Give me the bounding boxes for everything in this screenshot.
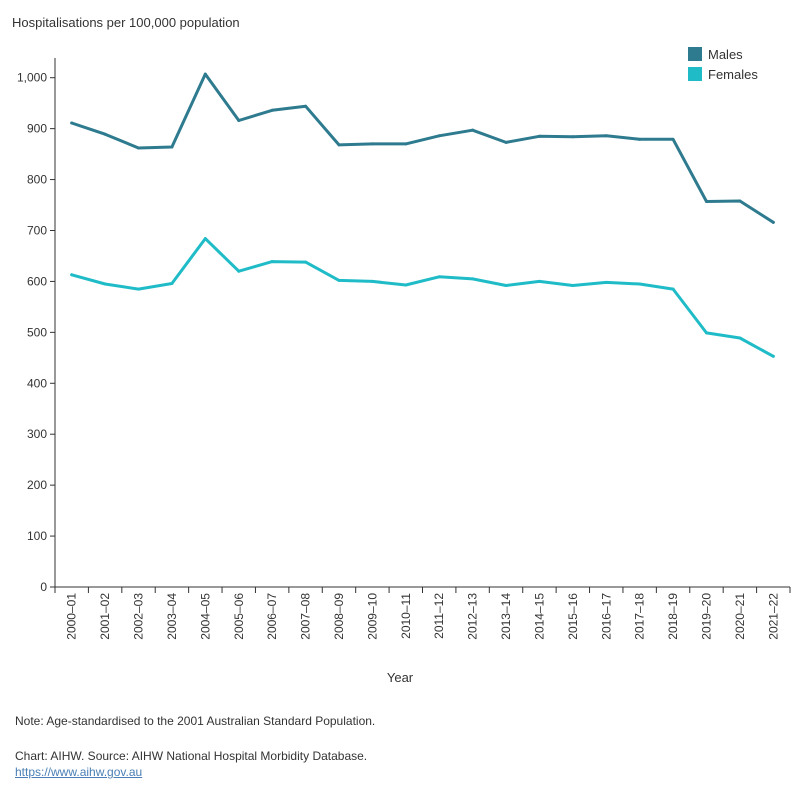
x-tick-label: 2006–07 <box>265 593 279 640</box>
data-point-females[interactable] <box>270 260 274 264</box>
data-point-males[interactable] <box>203 72 207 76</box>
data-point-males[interactable] <box>70 121 74 125</box>
data-point-males[interactable] <box>771 220 775 224</box>
legend-item-females[interactable]: Females <box>688 64 758 84</box>
data-point-females[interactable] <box>70 273 74 277</box>
y-tick-label: 1,000 <box>17 71 47 85</box>
x-tick-label: 2012–13 <box>466 593 480 640</box>
x-tick-label: 2019–20 <box>699 593 713 640</box>
y-axis-title: Hospitalisations per 100,000 population <box>12 15 240 30</box>
data-point-females[interactable] <box>337 278 341 282</box>
x-tick-label: 2015–16 <box>566 593 580 640</box>
y-tick-label: 400 <box>27 376 47 390</box>
legend-item-males[interactable]: Males <box>688 44 758 64</box>
data-point-females[interactable] <box>537 279 541 283</box>
x-tick-label: 2002–03 <box>132 593 146 640</box>
y-tick-label: 500 <box>27 325 47 339</box>
data-point-females[interactable] <box>671 287 675 291</box>
x-tick-label: 2001–02 <box>98 593 112 640</box>
data-point-females[interactable] <box>437 275 441 279</box>
data-point-females[interactable] <box>504 283 508 287</box>
x-tick-label: 2020–21 <box>733 593 747 640</box>
data-point-females[interactable] <box>571 283 575 287</box>
source-credit: Chart: AIHW. Source: AIHW National Hospi… <box>15 749 368 763</box>
data-point-females[interactable] <box>638 282 642 286</box>
data-point-males[interactable] <box>170 145 174 149</box>
data-point-females[interactable] <box>304 260 308 264</box>
data-point-females[interactable] <box>103 282 107 286</box>
data-point-males[interactable] <box>471 128 475 132</box>
data-point-females[interactable] <box>704 331 708 335</box>
footnote: Note: Age-standardised to the 2001 Austr… <box>15 714 376 728</box>
y-tick-label: 200 <box>27 478 47 492</box>
y-tick-label: 800 <box>27 173 47 187</box>
legend: Males Females <box>688 44 758 84</box>
x-tick-label: 2003–04 <box>165 593 179 640</box>
x-axis-title: Year <box>387 670 414 685</box>
data-point-females[interactable] <box>370 279 374 283</box>
x-tick-label: 2009–10 <box>365 593 379 640</box>
x-tick-label: 2004–05 <box>198 593 212 640</box>
data-point-females[interactable] <box>137 287 141 291</box>
x-tick-label: 2010–11 <box>399 593 413 639</box>
data-point-males[interactable] <box>137 146 141 150</box>
data-point-males[interactable] <box>504 140 508 144</box>
x-tick-label: 2014–15 <box>532 593 546 640</box>
y-axis: 0 100 200 300 400 500 600 700 800 900 1,000 <box>17 58 56 594</box>
data-point-males[interactable] <box>270 108 274 112</box>
series-layer <box>70 72 775 358</box>
x-tick-label: 2018–19 <box>666 593 680 640</box>
data-point-males[interactable] <box>638 137 642 141</box>
x-tick-label: 2013–14 <box>499 593 513 640</box>
data-point-males[interactable] <box>604 134 608 138</box>
data-point-females[interactable] <box>404 283 408 287</box>
x-tick-label: 2016–17 <box>599 593 613 640</box>
y-tick-label: 0 <box>40 580 47 594</box>
data-point-females[interactable] <box>170 281 174 285</box>
x-tick-label: 2021–22 <box>766 593 780 640</box>
data-point-males[interactable] <box>571 135 575 139</box>
data-point-males[interactable] <box>237 118 241 122</box>
data-point-males[interactable] <box>537 134 541 138</box>
legend-swatch-males <box>688 47 702 61</box>
data-point-males[interactable] <box>103 132 107 136</box>
data-point-males[interactable] <box>671 137 675 141</box>
data-point-females[interactable] <box>771 354 775 358</box>
x-axis: 2000–01 2001–02 2002–03 2003–04 2004–05 2005–… <box>54 586 791 640</box>
aihw-link[interactable]: https://www.aihw.gov.au <box>15 765 143 779</box>
data-point-males[interactable] <box>404 142 408 146</box>
y-tick-label: 700 <box>27 223 47 237</box>
y-tick-label: 300 <box>27 427 47 441</box>
data-point-females[interactable] <box>237 269 241 273</box>
x-tick-label: 2005–06 <box>232 593 246 640</box>
data-point-females[interactable] <box>604 280 608 284</box>
x-tick-label: 2011–12 <box>432 593 446 639</box>
data-point-males[interactable] <box>337 143 341 147</box>
legend-swatch-females <box>688 67 702 81</box>
legend-label-males: Males <box>708 46 743 62</box>
series-line-males[interactable] <box>70 72 775 224</box>
data-point-males[interactable] <box>370 142 374 146</box>
x-tick-label: 2007–08 <box>299 593 313 640</box>
data-point-males[interactable] <box>704 199 708 203</box>
data-point-males[interactable] <box>304 104 308 108</box>
data-point-females[interactable] <box>471 277 475 281</box>
data-point-males[interactable] <box>738 199 742 203</box>
x-tick-label: 2000–01 <box>65 593 79 640</box>
data-point-males[interactable] <box>437 134 441 138</box>
y-tick-label: 100 <box>27 529 47 543</box>
x-tick-label: 2008–09 <box>332 593 346 640</box>
y-tick-label: 900 <box>27 122 47 136</box>
data-point-females[interactable] <box>203 237 207 241</box>
x-tick-label: 2017–18 <box>633 593 647 640</box>
y-tick-label: 600 <box>27 274 47 288</box>
legend-label-females: Females <box>708 66 758 82</box>
data-point-females[interactable] <box>738 336 742 340</box>
series-line-females[interactable] <box>70 237 775 358</box>
